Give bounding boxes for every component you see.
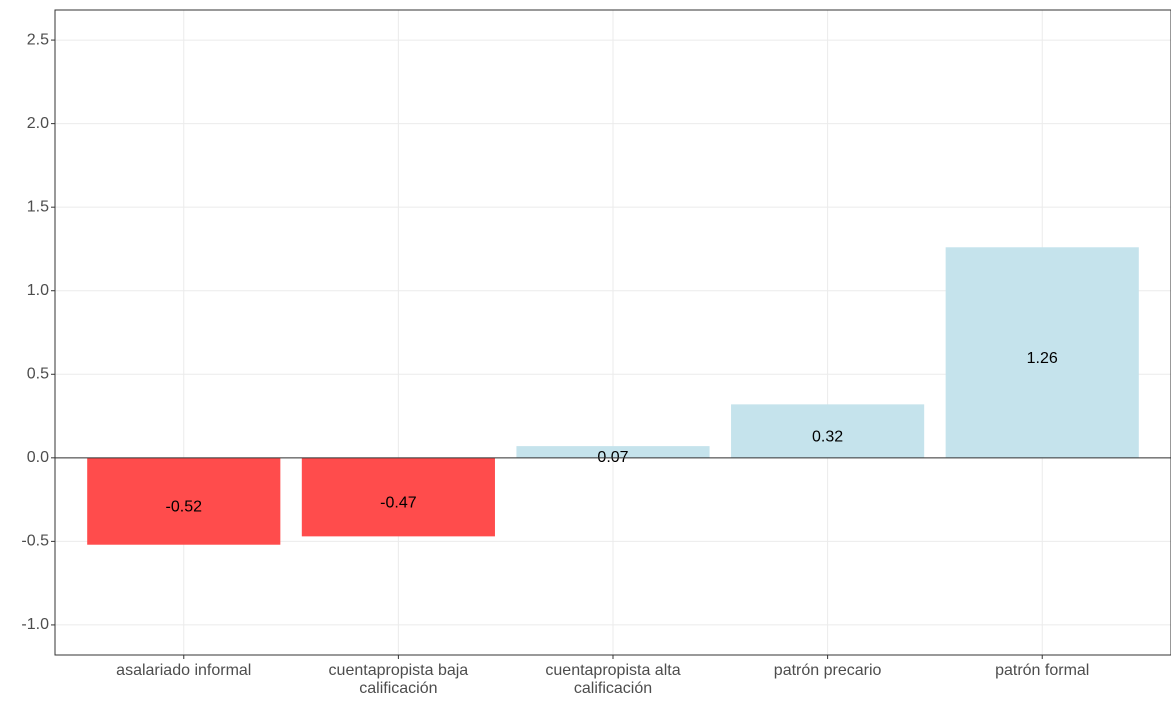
value-label: -0.52 <box>166 498 203 515</box>
y-tick-label: -1.0 <box>21 616 49 633</box>
bar <box>87 457 281 545</box>
x-tick-label: cuentapropista baja calificación <box>328 662 469 697</box>
x-tick-label: asalariado informal <box>116 662 252 679</box>
y-tick-label: 2.5 <box>27 31 49 48</box>
y-tick-label: 0.5 <box>27 365 49 382</box>
value-label: 0.32 <box>812 428 843 445</box>
y-tick-label: 0.0 <box>27 449 49 466</box>
bar <box>945 247 1139 458</box>
y-tick-label: -0.5 <box>21 533 49 550</box>
y-tick-label: 1.5 <box>27 198 49 215</box>
value-label: -0.47 <box>380 494 417 511</box>
value-label: 1.26 <box>1027 350 1058 367</box>
y-tick-label: 1.0 <box>27 282 49 299</box>
bar <box>731 404 925 458</box>
y-tick-label: 2.0 <box>27 115 49 132</box>
bar <box>516 446 710 458</box>
bar <box>301 457 495 537</box>
x-tick-label: patrón precario <box>773 662 882 679</box>
panel-border <box>54 9 1171 656</box>
x-tick-label: patrón formal <box>995 662 1090 679</box>
x-tick-label: cuentapropista alta calificación <box>545 662 681 697</box>
